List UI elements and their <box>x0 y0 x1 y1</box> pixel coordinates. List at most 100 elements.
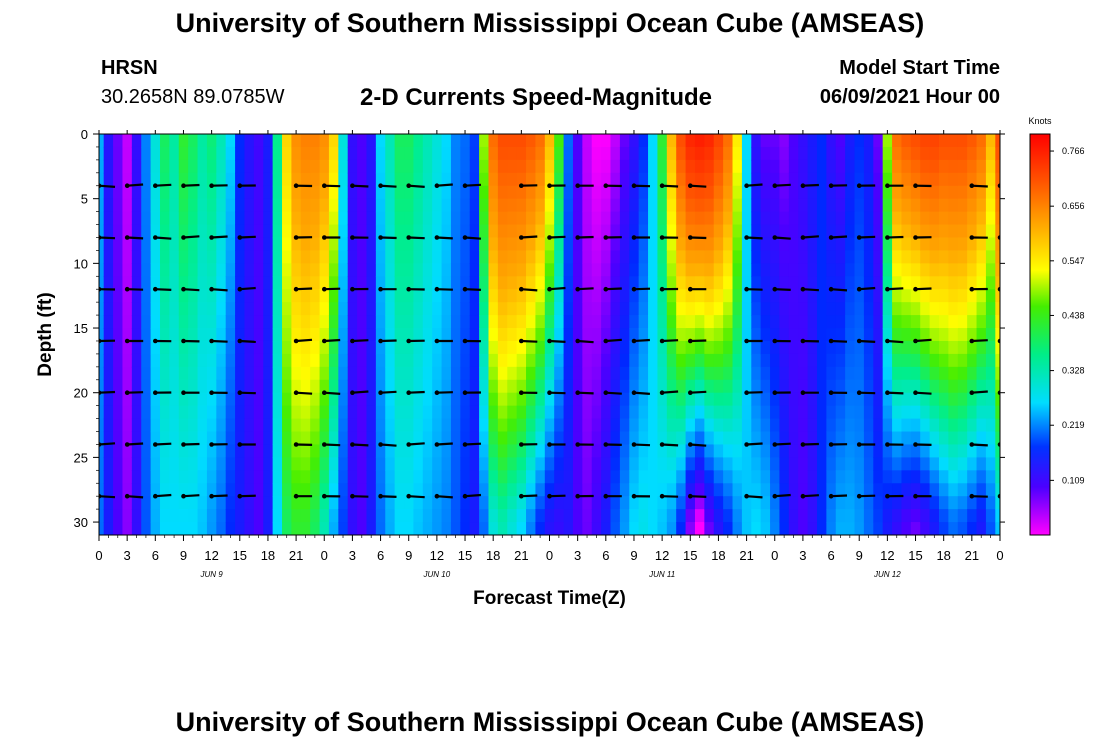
heat-cell <box>835 185 846 200</box>
heat-cell <box>713 302 724 316</box>
heat-cell <box>526 457 537 471</box>
vector-head <box>885 183 890 188</box>
heat-cell <box>441 483 452 497</box>
heat-cell <box>441 134 452 148</box>
heat-cell <box>497 250 508 264</box>
heat-cell <box>676 224 687 239</box>
heat-cell <box>507 224 518 239</box>
heat-cell <box>572 470 583 484</box>
heat-cell <box>488 496 499 510</box>
vector-head <box>293 442 299 447</box>
vector-head <box>406 286 412 292</box>
heat-cell <box>310 198 321 213</box>
heat-cell <box>676 328 687 342</box>
heat-cell <box>394 483 405 497</box>
heat-cell <box>385 134 396 148</box>
heat-cell <box>657 444 668 458</box>
heat-cell <box>816 276 827 290</box>
heat-cell <box>319 185 330 200</box>
heat-cell <box>676 444 687 458</box>
heat-cell <box>741 172 752 187</box>
heat-cell <box>826 198 837 213</box>
heat-cell <box>788 224 799 239</box>
vector-head <box>434 493 440 499</box>
heat-cell <box>610 289 621 303</box>
heat-cell <box>892 379 903 394</box>
vector-head <box>181 183 186 188</box>
speed-heatmap <box>99 134 1000 535</box>
current-vector <box>549 286 566 291</box>
heat-cell <box>197 224 208 239</box>
heat-cell <box>338 496 349 510</box>
vector-head <box>462 183 468 188</box>
heat-cell <box>666 392 677 407</box>
heat-cell <box>516 263 527 277</box>
heat-cell <box>141 405 152 420</box>
heat-cell <box>394 146 405 161</box>
heat-cell <box>141 444 152 458</box>
current-vector <box>859 286 876 291</box>
heat-cell <box>357 237 368 252</box>
heat-cell <box>826 302 837 316</box>
vector-head <box>688 493 693 499</box>
heat-cell <box>826 315 837 329</box>
current-vector <box>577 235 594 239</box>
heat-cell <box>291 146 302 161</box>
heat-cell <box>122 379 133 394</box>
heat-cell <box>310 224 321 239</box>
heat-cell <box>723 237 734 252</box>
heat-cell <box>657 134 668 148</box>
heat-cell <box>141 146 152 161</box>
heat-cell <box>741 431 752 446</box>
heat-cell <box>422 198 433 213</box>
heat-cell <box>103 159 114 174</box>
heat-cell <box>535 431 546 446</box>
heat-cell <box>497 146 508 161</box>
heat-cell <box>882 509 893 523</box>
heat-cell <box>300 509 311 523</box>
heat-cell <box>704 431 715 446</box>
heat-cell <box>563 198 574 213</box>
heat-cell <box>507 483 518 497</box>
heat-cell <box>948 211 959 226</box>
heat-cell <box>282 302 293 316</box>
heat-cell <box>666 470 677 484</box>
heat-cell <box>300 302 311 316</box>
heat-cell <box>685 353 696 368</box>
heat-cell <box>178 172 189 187</box>
heat-cell <box>760 418 771 433</box>
heat-cell <box>150 263 161 277</box>
vector-head <box>828 235 834 240</box>
heat-cell <box>798 405 809 420</box>
heat-cell <box>178 353 189 368</box>
heat-cell <box>497 483 508 497</box>
heat-cell <box>225 366 236 381</box>
heat-cell <box>404 276 415 290</box>
heat-cell <box>694 134 705 148</box>
heat-cell <box>976 159 987 174</box>
heat-cell <box>300 340 311 355</box>
heat-cell <box>291 263 302 277</box>
heat-cell <box>713 211 724 226</box>
heat-cell <box>779 418 790 433</box>
heat-cell <box>169 302 180 316</box>
heat-cell <box>929 405 940 420</box>
heat-cell <box>535 457 546 471</box>
heat-cell <box>206 470 217 484</box>
heat-cell <box>967 522 978 535</box>
heat-cell <box>657 315 668 329</box>
heat-cell <box>760 483 771 497</box>
heat-cell <box>197 470 208 484</box>
heat-cell <box>131 483 142 497</box>
heat-cell <box>366 250 377 264</box>
heat-cell <box>188 431 199 446</box>
heat-cell <box>347 366 358 381</box>
heat-cell <box>892 405 903 420</box>
heat-cell <box>601 224 612 239</box>
heat-cell <box>948 366 959 381</box>
heat-cell <box>591 159 602 174</box>
vector-head <box>885 338 890 344</box>
heat-cell <box>572 315 583 329</box>
x-tick-label: 0 <box>771 548 778 563</box>
heat-cell <box>516 185 527 200</box>
